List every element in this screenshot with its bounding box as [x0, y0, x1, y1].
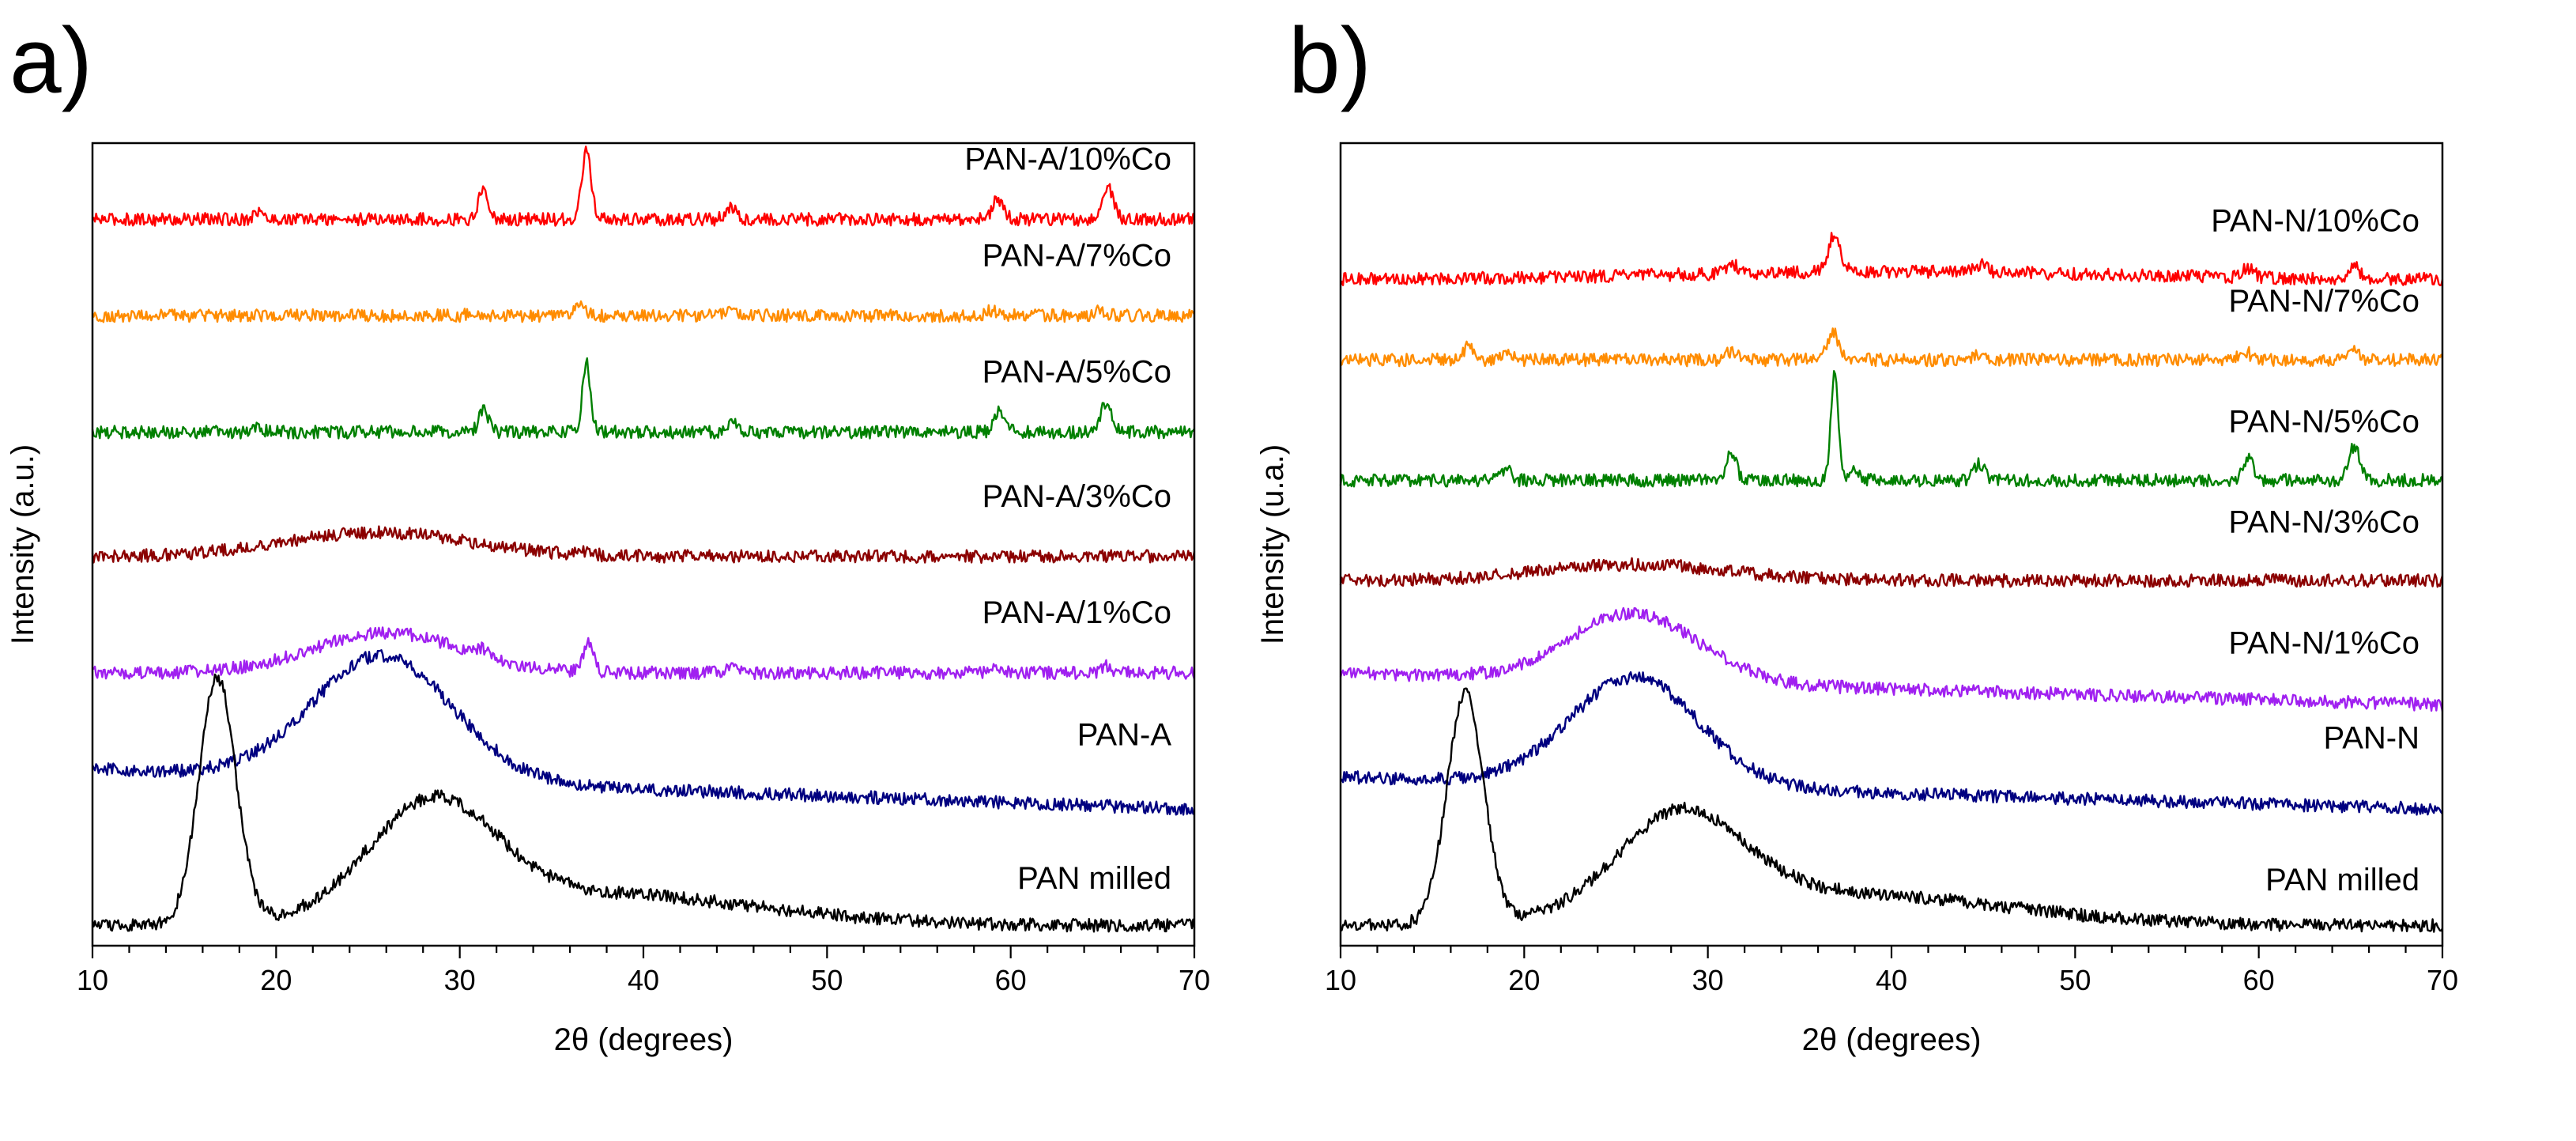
- x-tick-label: 20: [260, 964, 292, 996]
- xrd-chart-a: PAN-A/10%Co PAN-A/7%Co PAN-A/5%Co PAN-A/3%C…: [6, 142, 1210, 1057]
- series-line-pan-n-7-co: [1340, 327, 2444, 368]
- x-axis-label: 2θ (degrees): [1802, 1022, 1982, 1057]
- x-tick-label: 40: [1876, 964, 1907, 996]
- x-tick-label: 70: [1179, 964, 1210, 996]
- x-tick-label: 10: [1325, 964, 1356, 996]
- series-label: PAN-N/3%Co: [2228, 504, 2419, 539]
- plot-frame: [1339, 142, 2444, 947]
- x-tick-label: 70: [2427, 964, 2458, 996]
- series-label: PAN-N/5%Co: [2228, 404, 2419, 439]
- x-tick-label: 20: [1508, 964, 1540, 996]
- panel-label-a: a): [9, 9, 92, 113]
- y-axis-label: Intensity (a.u.): [6, 444, 40, 644]
- series-line-pan-a-1-co: [92, 626, 1196, 681]
- x-tick-label: 60: [2243, 964, 2275, 996]
- series-label: PAN-A/3%Co: [983, 479, 1171, 514]
- series-label: PAN-N: [2324, 720, 2419, 755]
- series-line-pan-a-5-co: [91, 357, 1196, 440]
- x-tick-label: 40: [628, 964, 659, 996]
- series-line-pan-n-10-co: [1339, 232, 2444, 286]
- series-label: PAN-A/10%Co: [964, 142, 1171, 176]
- x-axis-label: 2θ (degrees): [554, 1022, 734, 1057]
- series-label: PAN-A/1%Co: [983, 595, 1171, 630]
- x-tick-label: 30: [1692, 964, 1724, 996]
- panel-label-b: b): [1288, 9, 1371, 113]
- x-tick-label: 30: [444, 964, 476, 996]
- series-line-pan-a-10-co: [92, 145, 1196, 227]
- series-line-pan-n-3-co: [1339, 557, 2444, 588]
- x-tick-label: 50: [811, 964, 843, 996]
- series-label: PAN-A/7%Co: [983, 238, 1171, 273]
- series-label: PAN milled: [1017, 861, 1171, 896]
- x-tick-label: 60: [995, 964, 1027, 996]
- series-line-pan-a-3-co: [91, 525, 1196, 564]
- series-line-pan-a-7-co: [91, 300, 1196, 323]
- series-line-pan-milled: [91, 673, 1196, 933]
- series-label: PAN-N/10%Co: [2211, 204, 2419, 239]
- series-line-pan-n-1-co: [1339, 606, 2444, 712]
- series-label: PAN-N/1%Co: [2228, 626, 2419, 661]
- series-label: PAN-A: [1077, 717, 1172, 752]
- series-line-pan-a: [91, 649, 1195, 816]
- x-tick-label: 50: [2059, 964, 2091, 996]
- series-line-pan-milled: [1340, 687, 2444, 933]
- y-axis-label: Intensity (u.a.): [1255, 444, 1290, 644]
- series-label: PAN milled: [2265, 863, 2419, 897]
- series-line-pan-n: [1340, 671, 2443, 816]
- x-tick-label: 10: [77, 964, 108, 996]
- series-label: PAN-N/7%Co: [2228, 284, 2419, 319]
- series-line-pan-n-5-co: [1339, 370, 2443, 488]
- series-label: PAN-A/5%Co: [983, 354, 1171, 389]
